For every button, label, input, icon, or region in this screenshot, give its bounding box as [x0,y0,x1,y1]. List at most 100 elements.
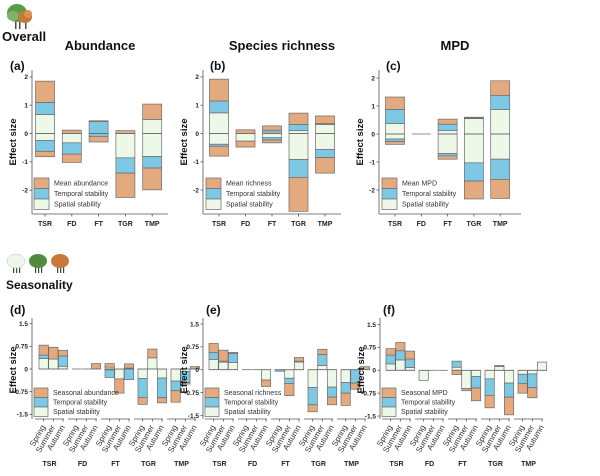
legend-swatch-mean [205,177,222,189]
bar-segment-mean [170,390,181,403]
bar-segment-spatial [38,358,49,370]
bar-segment-mean [527,387,538,399]
legend-swatch-mean [381,387,397,398]
bar-segment-spatial [294,361,305,371]
legend-swatch-spatial [204,406,220,417]
y-axis-label: Effect size [8,347,19,394]
x-tick-label: TSR [388,221,402,228]
bar-segment-spatial [284,369,295,379]
chart-panel-a: Abundance (a) Effect size 2 1 0 -1 -2 TSR FD FT TGR… [8,38,168,228]
category-label: FD [248,461,257,468]
bar-segment-spatial [437,133,458,154]
panel-title: Abundance [65,38,136,53]
y-tick-label: 0 [372,368,376,375]
y-tick-label: -1.5 [188,413,200,420]
bar-segment-temporal [451,360,462,368]
bar-segment-temporal [58,355,69,367]
bar-segment-mean [61,153,82,163]
bar-segment-mean [464,116,484,119]
bar-segment-spatial [451,366,462,371]
y-tick-label: -1 [22,159,28,166]
bar-segment-temporal [471,376,482,389]
y-tick-label: 0 [371,131,375,138]
x-tick-label: TSR [212,221,226,228]
legend-label: Spatial stability [402,202,449,209]
panel-label: (b) [210,59,225,73]
y-axis-label: Effect size [356,347,367,394]
bar-segment-spatial [385,123,405,135]
legend-label: Seasonal richness [224,390,282,397]
bar-segment-mean [484,394,495,409]
bar-segment-temporal [157,377,168,399]
bar-segment-spatial [537,361,548,371]
bar-segment-temporal [385,138,405,142]
bar-segment-mean [61,129,82,134]
legend-swatch-spatial [205,198,222,210]
bar-segment-temporal [137,378,148,398]
category-label: TGR [488,461,503,468]
bar-segment-mean [437,118,458,125]
y-tick-label: -1 [193,159,199,166]
legend-label: Mean MPD [402,181,437,188]
bar-segment-mean [88,135,109,143]
legend-swatch-mean [33,177,50,189]
category-label: TSR [43,461,57,468]
panel-title: Species richness [229,38,335,53]
category-label: FT [458,461,467,468]
bar-segment-mean [142,167,163,191]
y-tick-label: -1.5 [17,412,29,419]
legend-swatch-temporal [33,188,50,200]
category-label: FT [111,461,120,468]
bar-segment-mean [437,155,458,160]
overall-tree-icon [7,4,32,29]
bar-segment-spatial [235,133,256,142]
legend-label: Mean abundance [54,181,108,188]
legend-label: Seasonal MPD [401,390,448,397]
legend-swatch-spatial [381,198,398,210]
y-tick-label: 0.75 [363,345,376,352]
bar-segment-temporal [315,149,335,158]
bar-segment-mean [91,363,102,370]
panel-label: (a) [10,59,25,73]
legend-label: Temporal stability [401,399,456,406]
bar-segment-temporal [504,382,515,398]
x-tick-label: FT [94,221,103,228]
chart-panel-c: MPD (c) Effect size 2 1 0 -1 -2 TSR FD FT TGR TMP Mea… [355,38,521,228]
y-axis-label: Effect size [179,347,190,394]
bar-segment-mean [315,115,335,124]
bar-segment-temporal [317,354,328,366]
bar-segment-spatial [157,368,168,379]
x-tick-label: TMP [318,221,333,228]
x-tick-label: FD [241,221,250,228]
panel-label: (c) [386,59,401,73]
bar-segment-mean [209,145,229,157]
bar-segment-spatial [61,133,82,144]
bar-segment-mean [115,130,136,134]
bar-segment-temporal [61,142,82,155]
bar-segment-mean [461,388,472,392]
bar-segment-spatial [385,133,405,140]
panels: Abundance (a) Effect size 2 1 0 -1 -2 TSR FD FT TGR… [8,38,548,468]
bar-segment-temporal [385,109,405,124]
bar-segment-mean [48,346,59,360]
bar-segment-temporal [527,373,538,389]
bar-segment-spatial [58,365,69,370]
bar-segment-spatial [395,359,406,371]
bar-segment-mean [504,396,515,416]
x-tick-label: FD [67,221,76,228]
bar-segment-temporal [115,157,136,174]
bar-segment-mean [147,348,158,359]
y-tick-label: 1.5 [190,321,199,328]
bar-segment-spatial [504,369,515,384]
bar-segment-mean [262,125,282,131]
y-tick-label: -1 [369,159,375,166]
bar-segment-spatial [142,133,163,157]
chart-panel-f: (f)Effect size1.50.750-0.75-1.5SpringSum… [356,303,548,468]
chart-panel-b: Species richness (b) Effect size 2 1 0 -1 -2 TSR… [179,38,341,228]
bar-segment-mean [517,383,528,394]
bar-segment-temporal [405,358,416,368]
bar-segment-temporal [288,124,309,132]
category-label: TMP [521,461,536,468]
seasonal-trees-icon [6,253,69,273]
bar-segment-temporal [327,386,338,398]
